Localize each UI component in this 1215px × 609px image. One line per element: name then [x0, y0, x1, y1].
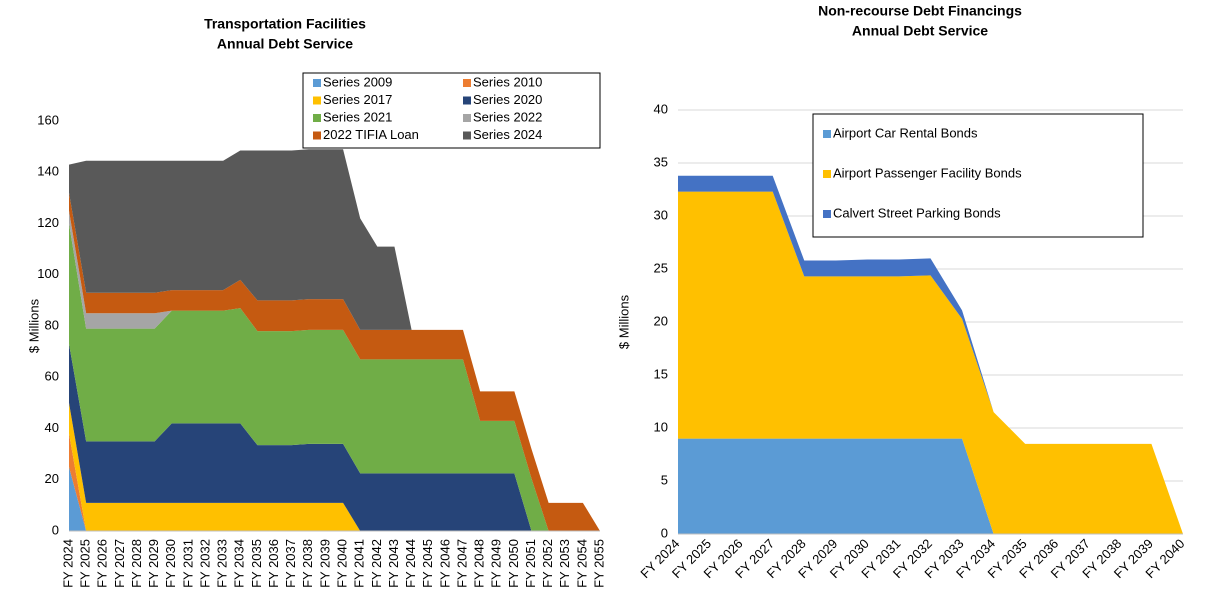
- x-tick-label: FY 2044: [403, 539, 418, 588]
- y-tick-label: 20: [654, 313, 668, 328]
- y-axis-label: $ Millions: [26, 298, 41, 353]
- x-tick-label: FY 2036: [266, 539, 281, 588]
- x-tick-label: FY 2046: [437, 539, 452, 588]
- legend-label: Series 2017: [323, 92, 392, 107]
- y-tick-label: 40: [45, 420, 59, 435]
- chart-title: Non-recourse Debt Financings: [818, 3, 1022, 19]
- x-tick-label: FY 2034: [232, 539, 247, 588]
- x-tick-label: FY 2050: [506, 539, 521, 588]
- legend-swatch: [313, 114, 321, 122]
- y-tick-label: 80: [45, 317, 59, 332]
- area: [69, 149, 600, 531]
- x-tick-label: FY 2052: [540, 539, 555, 588]
- legend-label: 2022 TIFIA Loan: [323, 127, 419, 142]
- x-tick-label: FY 2031: [180, 539, 195, 588]
- x-tick-label: FY 2053: [557, 539, 572, 588]
- legend-label: Series 2022: [473, 109, 542, 124]
- x-tick-label: FY 2037: [283, 539, 298, 588]
- legend-swatch: [823, 170, 831, 178]
- area: [69, 402, 600, 531]
- y-tick-label: 35: [654, 154, 668, 169]
- area: [69, 343, 600, 531]
- x-tick-label: FY 2030: [163, 539, 178, 588]
- area: [678, 438, 1183, 534]
- x-tick-label: FY 2033: [215, 539, 230, 588]
- legend-swatch: [823, 130, 831, 138]
- y-tick-label: 15: [654, 366, 668, 381]
- x-tick-label: FY 2045: [420, 539, 435, 588]
- legend-swatch: [463, 96, 471, 105]
- y-tick-label: 140: [37, 164, 59, 179]
- y-tick-label: 5: [661, 472, 668, 487]
- y-tick-label: 160: [37, 112, 59, 127]
- x-tick-label: FY 2055: [591, 539, 606, 588]
- legend-label: Series 2020: [473, 92, 542, 107]
- x-tick-label: FY 2029: [146, 539, 161, 588]
- legend-label: Airport Car Rental Bonds: [833, 125, 978, 140]
- legend-swatch: [313, 79, 321, 87]
- legend-swatch: [313, 96, 321, 105]
- y-axis-label: $ Millions: [616, 294, 631, 349]
- y-tick-label: 0: [661, 525, 668, 540]
- x-tick-label: FY 2028: [129, 539, 144, 588]
- legend-swatch: [463, 114, 471, 122]
- legend-label: Series 2024: [473, 127, 542, 142]
- legend-swatch: [463, 79, 471, 87]
- area: [69, 223, 600, 531]
- y-tick-label: 120: [37, 215, 59, 230]
- x-tick-label: FY 2048: [472, 539, 487, 588]
- chart-title: Transportation Facilities: [204, 16, 366, 32]
- legend-swatch: [823, 210, 831, 218]
- x-tick-label: FY 2051: [523, 539, 538, 588]
- x-tick-label: FY 2042: [369, 539, 384, 588]
- legend-label: Series 2009: [323, 74, 392, 89]
- x-tick-label: FY 2038: [300, 539, 315, 588]
- x-tick-label: FY 2040: [335, 539, 350, 588]
- area: [678, 191, 1183, 534]
- x-tick-label: FY 2024: [60, 539, 75, 588]
- legend-label: Series 2010: [473, 74, 542, 89]
- chart-title: Annual Debt Service: [217, 36, 353, 52]
- chart-title: Annual Debt Service: [852, 23, 988, 39]
- x-tick-label: FY 2043: [386, 539, 401, 588]
- x-tick-label: FY 2032: [197, 539, 212, 588]
- y-tick-label: 30: [654, 207, 668, 222]
- x-tick-label: FY 2049: [489, 539, 504, 588]
- y-tick-label: 25: [654, 260, 668, 275]
- y-tick-label: 40: [654, 101, 668, 116]
- legend-label: Airport Passenger Facility Bonds: [833, 165, 1022, 180]
- x-tick-label: FY 2026: [95, 539, 110, 588]
- y-tick-label: 100: [37, 266, 59, 281]
- x-tick-label: FY 2039: [317, 539, 332, 588]
- x-tick-label: FY 2025: [78, 539, 93, 588]
- x-tick-label: FY 2035: [249, 539, 264, 588]
- x-tick-label: FY 2054: [574, 539, 589, 588]
- legend-box: [812, 113, 1144, 238]
- legend-label: Calvert Street Parking Bonds: [833, 205, 1001, 220]
- y-tick-label: 60: [45, 369, 59, 384]
- legend-box: [302, 72, 601, 149]
- x-tick-label: FY 2047: [454, 539, 469, 588]
- y-tick-label: 10: [654, 419, 668, 434]
- x-tick-label: FY 2041: [352, 539, 367, 588]
- legend-label: Series 2021: [323, 109, 392, 124]
- y-tick-label: 0: [52, 522, 59, 537]
- legend-swatch: [463, 131, 471, 140]
- legend-swatch: [313, 131, 321, 140]
- x-tick-label: FY 2027: [112, 539, 127, 588]
- y-tick-label: 20: [45, 471, 59, 486]
- area: [678, 175, 1183, 534]
